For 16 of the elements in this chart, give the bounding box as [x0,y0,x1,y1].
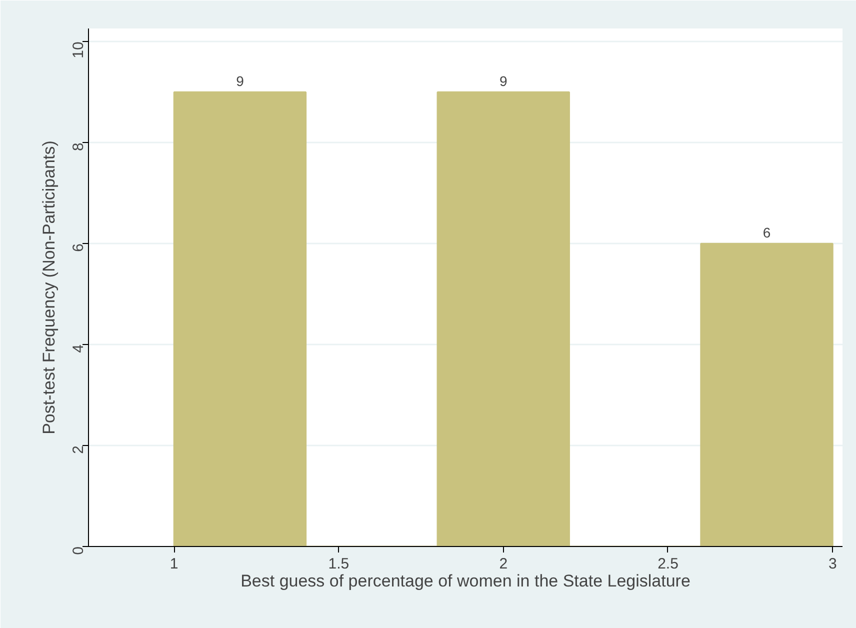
y-tick-label: 0 [70,546,87,555]
y-tick-label: 10 [70,42,87,58]
data-label: 6 [762,224,771,241]
y-tick-label: 2 [70,446,87,454]
x-axis-title: Best guess of percentage of women in the State Legislature [240,572,690,590]
data-label: 9 [499,73,508,90]
x-tick-label: 2.5 [658,556,678,572]
x-tick-label: 3 [828,556,837,572]
data-label: 9 [236,73,244,90]
y-axis-title: Post-test Frequency (Non-Participants) [40,140,58,434]
y-tick-label: 4 [70,344,87,353]
y-tick-label: 6 [70,244,87,252]
x-tick-label: 2 [499,556,508,572]
y-tick-label: 8 [70,142,87,151]
x-tick-label: 1 [170,556,178,572]
x-tick-label: 1.5 [328,556,350,572]
